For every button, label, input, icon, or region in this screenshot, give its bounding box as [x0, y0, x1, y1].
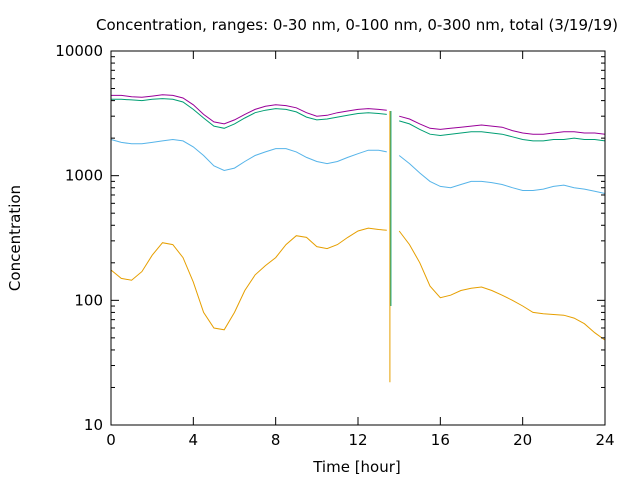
- series-line-3: [110, 138, 387, 172]
- x-tick-label: 16: [431, 431, 450, 449]
- y-tick-label: 10: [84, 416, 103, 434]
- x-tick-label: 8: [271, 431, 281, 449]
- series-line-1: [111, 94, 387, 125]
- plot-frame: [110, 50, 606, 426]
- y-tick-label: 10000: [55, 42, 103, 60]
- series-line-4: [398, 230, 606, 341]
- plot-area: [110, 94, 606, 383]
- series-line-2: [399, 120, 606, 142]
- series-line-4: [110, 227, 387, 331]
- x-tick-label: 24: [595, 431, 614, 449]
- series-line-2: [111, 98, 387, 129]
- x-axis-label: Time [hour]: [312, 458, 401, 476]
- axes: 0 4 8 12 16 20 24 10 100 1000 10000: [55, 42, 614, 449]
- y-tick-label: 100: [74, 291, 103, 309]
- chart-title: Concentration, ranges: 0-30 nm, 0-100 nm…: [96, 16, 618, 34]
- series-line-3: [398, 155, 606, 194]
- x-tick-label: 0: [106, 431, 116, 449]
- y-tick-label: 1000: [65, 167, 103, 185]
- y-axis-label: Concentration: [6, 185, 24, 291]
- x-tick-label: 20: [513, 431, 532, 449]
- x-tick-label: 12: [348, 431, 367, 449]
- x-tick-label: 4: [189, 431, 199, 449]
- series-line-1: [399, 115, 606, 135]
